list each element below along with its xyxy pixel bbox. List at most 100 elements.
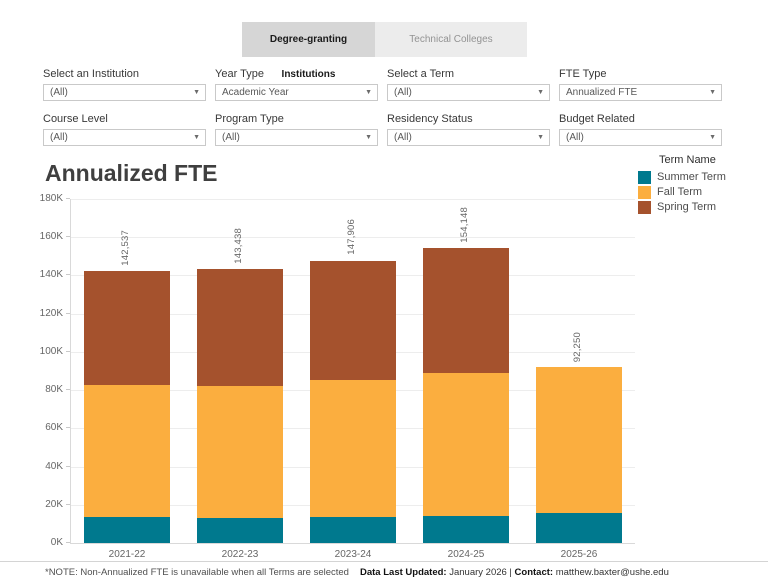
y-axis-label-120K: 120K [39, 308, 63, 319]
bar-segment-summer-term-2024-25[interactable] [423, 516, 509, 543]
filter-dropdown-select-a-term[interactable]: (All) ▼ [387, 84, 550, 101]
bar-segment-summer-term-2022-23[interactable] [197, 518, 283, 543]
filter-label-program-type: Program Type [215, 113, 284, 125]
gridline-180K [71, 199, 635, 200]
filter-value: (All) [50, 132, 68, 143]
filter-select-an-institution: Select an Institution (All) ▼ [43, 68, 206, 101]
filter-dropdown-budget-related[interactable]: (All) ▼ [559, 129, 722, 146]
filter-label-residency-status: Residency Status [387, 113, 473, 125]
legend-item-summer-term[interactable]: Summer Term [638, 170, 766, 184]
legend-label: Summer Term [657, 171, 726, 183]
filter-value: (All) [394, 132, 412, 143]
filter-residency-status: Residency Status (All) ▼ [387, 113, 550, 146]
legend-label: Fall Term [657, 186, 703, 198]
footer-divider [0, 561, 768, 562]
y-axis-tick [66, 504, 70, 505]
x-axis-label-2023-24: 2023-24 [334, 549, 372, 560]
filter-dropdown-residency-status[interactable]: (All) ▼ [387, 129, 550, 146]
x-axis-label-2025-26: 2025-26 [560, 549, 598, 560]
y-axis-tick [66, 274, 70, 275]
bar-segment-summer-term-2023-24[interactable] [310, 517, 396, 543]
filter-select-a-term: Select a Term (All) ▼ [387, 68, 550, 101]
x-axis-label-2024-25: 2024-25 [447, 549, 485, 560]
bar-segment-fall-term-2021-22[interactable] [84, 385, 170, 517]
filter-dropdown-select-an-institution[interactable]: (All) ▼ [43, 84, 206, 101]
footer-note: *NOTE: Non-Annualized FTE is unavailable… [45, 567, 349, 578]
legend-swatch-icon [638, 170, 651, 184]
legend-swatch-icon [638, 185, 651, 199]
filter-dropdown-fte-type[interactable]: Annualized FTE ▼ [559, 84, 722, 101]
x-axis-label-2022-23: 2022-23 [221, 549, 259, 560]
filter-fte-type: FTE Type Annualized FTE ▼ [559, 68, 722, 101]
filter-label-course-level: Course Level [43, 113, 108, 125]
filter-dropdown-year-type[interactable]: Academic Year ▼ [215, 84, 378, 101]
filter-program-type: Program Type (All) ▼ [215, 113, 378, 146]
y-axis-label-0K: 0K [50, 537, 63, 548]
chart-title: Annualized FTE [45, 160, 218, 186]
y-axis-tick [66, 466, 70, 467]
y-axis-label-40K: 40K [45, 461, 63, 472]
filter-label-select-an-institution: Select an Institution [43, 68, 140, 80]
bar-segment-spring-term-2021-22[interactable] [84, 271, 170, 385]
bar-segment-fall-term-2025-26[interactable] [536, 367, 622, 513]
filter-value: Annualized FTE [566, 87, 638, 98]
dropdown-caret-icon: ▼ [193, 134, 200, 141]
y-axis-label-20K: 20K [45, 499, 63, 510]
bar-segment-spring-term-2023-24[interactable] [310, 261, 396, 380]
x-axis-label-2021-22: 2021-22 [108, 549, 146, 560]
y-axis-tick [66, 313, 70, 314]
bar-total-label-2023-24: 147,906 [346, 219, 357, 255]
filter-label-select-a-term: Select a Term [387, 68, 455, 80]
y-axis-label-60K: 60K [45, 422, 63, 433]
filter-label-fte-type: FTE Type [559, 68, 607, 80]
bar-total-label-2024-25: 154,148 [459, 207, 470, 243]
legend-swatch-icon [638, 200, 651, 214]
filter-value: Academic Year [222, 87, 289, 98]
contact-value: matthew.baxter@ushe.edu [553, 567, 669, 578]
y-axis-tick [66, 198, 70, 199]
bar-segment-fall-term-2023-24[interactable] [310, 380, 396, 517]
contact-label: Contact: [514, 567, 554, 578]
filter-value: (All) [394, 87, 412, 98]
dropdown-caret-icon: ▼ [537, 134, 544, 141]
bar-segment-summer-term-2025-26[interactable] [536, 513, 622, 543]
dropdown-caret-icon: ▼ [709, 134, 716, 141]
bar-segment-fall-term-2024-25[interactable] [423, 373, 509, 516]
y-axis-tick [66, 351, 70, 352]
filter-course-level: Course Level (All) ▼ [43, 113, 206, 146]
y-axis-tick [66, 236, 70, 237]
dropdown-caret-icon: ▼ [709, 89, 716, 96]
filter-panel: Select an Institution (All) ▼ Year Type Acad… [43, 68, 722, 146]
bar-segment-fall-term-2022-23[interactable] [197, 385, 283, 518]
filter-dropdown-course-level[interactable]: (All) ▼ [43, 129, 206, 146]
filter-dropdown-program-type[interactable]: (All) ▼ [215, 129, 378, 146]
filter-value: (All) [566, 132, 584, 143]
dropdown-caret-icon: ▼ [537, 89, 544, 96]
y-axis-tick [66, 427, 70, 428]
filter-label-budget-related: Budget Related [559, 113, 635, 125]
stacked-bar-chart: 0K 20K 40K 60K 80K 100K 120K 140K 160K 180K 142,53… [40, 193, 635, 560]
bar-segment-spring-term-2022-23[interactable] [197, 269, 283, 386]
footer-meta: Data Last Updated: January 2026 | Contac… [360, 567, 669, 578]
bar-segment-summer-term-2021-22[interactable] [84, 517, 170, 543]
legend-items: Summer Term Fall Term Spring Term [638, 170, 766, 214]
legend-item-fall-term[interactable]: Fall Term [638, 185, 766, 199]
legend-label: Spring Term [657, 201, 717, 213]
y-axis-tick [66, 542, 70, 543]
filter-label-year-type: Year Type [215, 68, 264, 80]
filter-value: (All) [222, 132, 240, 143]
y-axis-label-80K: 80K [45, 384, 63, 395]
last-updated-label: Data Last Updated: [360, 567, 447, 578]
legend-title: Term Name [659, 154, 716, 166]
tab-technical-colleges[interactable]: Technical Colleges [375, 22, 527, 57]
bar-total-label-2021-22: 142,537 [120, 230, 131, 266]
bar-total-label-2025-26: 92,250 [572, 331, 583, 362]
tab-degree-granting-institutions[interactable]: Degree-granting Institutions [242, 22, 375, 80]
bar-total-label-2022-23: 143,438 [233, 228, 244, 264]
dropdown-caret-icon: ▼ [365, 134, 372, 141]
dropdown-caret-icon: ▼ [193, 89, 200, 96]
legend-item-spring-term[interactable]: Spring Term [638, 200, 766, 214]
bar-segment-spring-term-2024-25[interactable] [423, 248, 509, 373]
dropdown-caret-icon: ▼ [365, 89, 372, 96]
gridline-160K [71, 237, 635, 238]
